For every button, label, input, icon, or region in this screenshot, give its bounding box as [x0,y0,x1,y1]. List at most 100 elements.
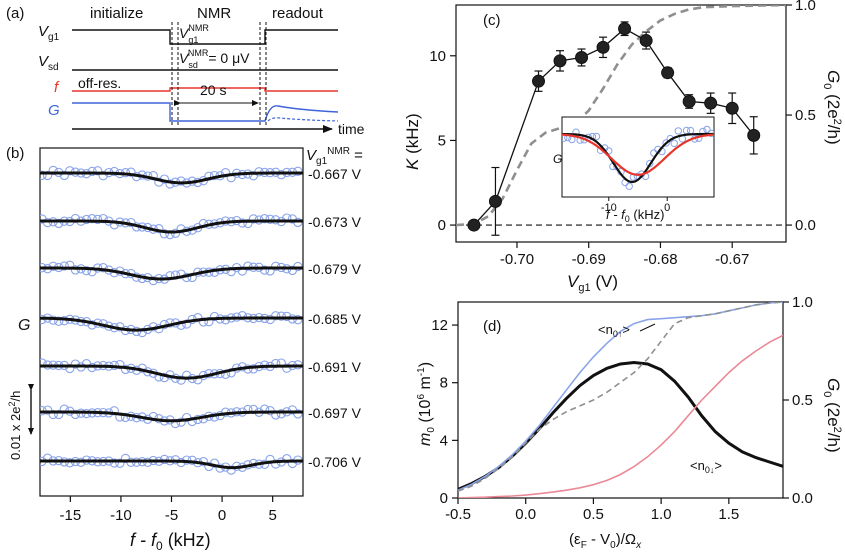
x-tick-label: -10 [110,507,132,524]
inset-x-tick-label: -10 [601,202,617,214]
g-data-point [259,265,270,275]
g-data-point [165,179,175,189]
inset-frame [561,116,715,198]
y2-tick-label: 0.0 [792,490,813,507]
x-tick-label: -5 [165,507,178,524]
g-data-point [42,170,53,181]
panel-c-y2label: G0 (2e2/h) [821,70,843,145]
phase-readout: readout [272,5,324,22]
fit-curve [40,219,303,234]
g-data-point [65,458,75,468]
inset-data-point [592,132,601,141]
g-data-point [204,171,214,181]
g-data-point [282,311,292,322]
row-label-vg1: Vg1 [38,23,60,43]
y-tick-label: 5 [438,132,446,149]
g-data-point [148,275,158,286]
panel-b-label: (b) [6,145,24,162]
g-data-point [87,166,97,177]
k-data-point [618,22,632,36]
x-tick-label: 0 [218,507,226,524]
g-data-point [198,317,209,327]
panel-d-xlabel: (εF - V0)/Ωx [569,531,642,551]
g-data-point [282,454,292,464]
g-data-point [176,375,186,385]
trace-vg-label: -0.679 V [308,261,362,277]
fit-curve [40,316,303,332]
series-m0 [458,360,783,491]
y-tick-label: 10 [429,48,446,65]
g-data-point [282,363,292,373]
k-data-point [467,218,481,232]
g-data-point [48,261,58,271]
g-data-point [237,311,247,321]
fit-curve [40,171,303,185]
panel-b: (b) Vg1NMR = -0.667 V -0.673 V -0.679 V -0.… [6,145,363,553]
inset-data-point [662,139,670,147]
g-data-point [115,359,125,370]
panel-b-xlabel: f - f0 (kHz) [130,530,211,553]
x-tick-label: -0.69 [572,251,606,268]
g-data-point [176,176,186,186]
g-data-point [65,166,75,176]
g-data-point [70,213,81,224]
inset-red-fit [562,133,714,176]
g0-dashed-curve [456,5,786,227]
g-data-point [271,261,281,271]
g-data-point [81,266,92,276]
y-tick-label: 0 [438,217,446,234]
row-label-g: G [48,102,60,119]
panel-b-ylabel: G [18,317,30,334]
y2-tick-label: 0.5 [795,107,816,124]
x-tick-label: 1.5 [718,506,739,523]
panel-d-label: (d) [483,318,501,335]
row-label-f: f [54,79,60,96]
inset-xlabel: f - f0 (kHz) [606,207,664,224]
g-data-point [42,217,53,228]
panel-d: (d) -0.5 0.0 0.5 1.0 1.5 0 4 8 12 0.0 0.5 1.0 <n0↑>… [416,294,843,551]
g-data-point [40,170,47,180]
offres-annotation: off-res. [78,75,121,91]
inset-black-fit [562,132,714,184]
x-tick-label: 0.5 [583,506,604,523]
vg1-trace [72,29,338,45]
k-data-point [596,40,610,54]
series-G0 [458,302,783,492]
scalebar-label: 0.01 x 2e2/h [7,391,23,460]
fit-curve [40,266,303,281]
g-data-point [209,311,220,322]
panel-c-ylabel: K (kHz) [403,113,422,170]
k-data-point [747,128,761,142]
inset-data-point [670,139,678,148]
g-data-point [182,319,192,329]
vnmr-annotation: Vg1NMR [179,23,209,45]
trace-vg-label: -0.697 V [308,405,362,421]
g-data-point [109,166,119,177]
g-data-point [293,409,303,419]
g-data-point [48,409,58,420]
time-axis-label: time [338,121,365,137]
y2-tick-label: 0.5 [792,392,813,409]
x-tick-label: -0.5 [445,506,471,523]
panel-d-y2label: G0 (2e2/h) [821,378,843,453]
inset-x-tick-label: 0 [664,202,670,214]
panel-c-label: (c) [483,12,501,29]
x-tick-label: -15 [60,507,82,524]
g-data-point [70,409,81,420]
panel-a: (a) initialize NMR readout Vg1 Vsd f G V… [6,5,365,137]
g-data-point [248,214,259,224]
x-tick-label: -0.70 [500,251,534,268]
panel-b-header: Vg1NMR = [306,146,363,167]
y-tick-label: 12 [431,317,448,334]
y2-tick-label: 1.0 [792,294,813,311]
g-data-point [243,261,253,271]
g-data-point [109,458,119,468]
k-data-point [488,194,502,208]
y-tick-label: 8 [440,375,448,392]
x-tick-label: -0.68 [643,251,677,268]
g-data-point [159,229,170,239]
x-tick-label: 5 [268,507,276,524]
g-data-point [159,454,170,465]
panel-c-frame [455,4,787,243]
